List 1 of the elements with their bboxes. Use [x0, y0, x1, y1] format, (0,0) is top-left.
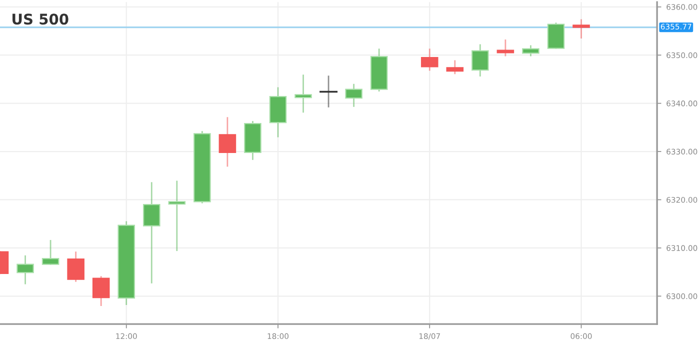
text: US 500 — [12, 14, 68, 25]
